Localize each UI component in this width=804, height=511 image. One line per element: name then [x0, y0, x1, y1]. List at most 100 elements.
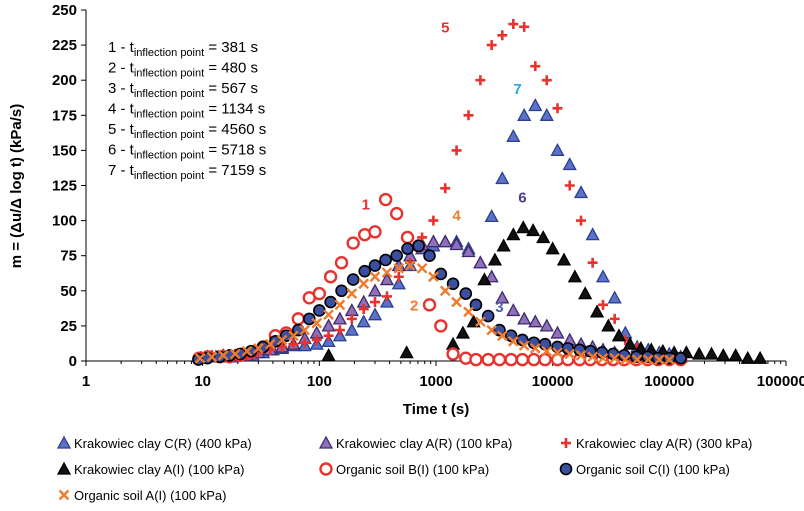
legend-marker	[319, 462, 333, 476]
data-point	[446, 277, 460, 291]
y-tick-label: 50	[60, 283, 77, 300]
data-point	[346, 236, 360, 250]
data-point	[423, 249, 436, 262]
data-point	[518, 340, 530, 351]
data-point	[620, 354, 631, 365]
y-tick-label: 0	[69, 353, 77, 370]
data-point	[704, 346, 719, 360]
data-point	[506, 129, 521, 143]
data-point	[451, 296, 462, 308]
data-point	[567, 269, 582, 283]
x-tick-label: 100000	[644, 373, 694, 390]
data-point	[440, 183, 451, 194]
curve-number-label: 1	[362, 196, 370, 213]
data-point	[252, 343, 264, 354]
data-point	[346, 273, 360, 286]
data-point	[486, 324, 498, 336]
data-point	[504, 329, 518, 343]
data-point	[517, 311, 532, 325]
data-point	[578, 286, 593, 300]
x-tick-label: 1000	[419, 373, 452, 390]
data-point	[381, 267, 393, 278]
data-point	[311, 317, 323, 329]
data-point	[367, 283, 383, 297]
y-ticks: 0 25 50 75 100 125 150 175 200 225 250	[52, 2, 86, 370]
data-point	[506, 303, 521, 317]
data-point	[753, 350, 768, 364]
data-point	[496, 238, 511, 252]
y-tick-label: 200	[52, 72, 77, 89]
data-point	[416, 262, 428, 274]
data-point	[428, 271, 439, 283]
data-point	[358, 278, 370, 290]
data-point	[481, 352, 495, 367]
data-point	[597, 299, 608, 310]
data-point	[434, 319, 448, 333]
legend-item: Organic soil C(I) (100 kPa)	[559, 462, 730, 477]
x-tick-label: 1	[82, 373, 90, 390]
data-point	[495, 171, 510, 185]
data-point	[346, 313, 357, 324]
data-point	[475, 75, 486, 86]
legend-marker	[318, 435, 334, 449]
axes	[85, 10, 786, 362]
data-point	[291, 312, 305, 326]
data-point	[493, 323, 506, 337]
data-point	[229, 348, 241, 360]
x-tick-label: 10000	[532, 373, 574, 390]
data-point	[475, 316, 486, 328]
data-point	[595, 269, 611, 283]
legend-marker	[559, 462, 573, 476]
data-point	[589, 304, 605, 318]
inflection-annotation: 1 - tinflection point = 381 s	[108, 39, 258, 59]
data-point	[528, 314, 543, 328]
data-point	[446, 347, 460, 361]
data-point	[674, 351, 687, 365]
curve-number-label: 6	[518, 189, 526, 206]
data-point	[459, 287, 473, 300]
data-point	[439, 285, 451, 297]
inflection-annotation: 7 - tinflection point = 7159 s	[108, 162, 266, 182]
data-point	[426, 234, 441, 248]
data-point	[302, 312, 316, 326]
data-point	[428, 215, 439, 226]
legend-item: Krakowiec clay C(R) (400 kPa)	[56, 435, 252, 451]
data-point	[288, 339, 299, 350]
data-point	[332, 328, 347, 342]
data-point	[564, 180, 575, 191]
y-tick-label: 150	[52, 142, 77, 159]
data-point	[438, 234, 453, 248]
data-point	[587, 351, 598, 363]
curve-number-label: 5	[441, 19, 449, 36]
data-point	[368, 259, 382, 272]
curve-number-label: 4	[452, 208, 461, 225]
data-point	[530, 61, 541, 72]
data-point	[321, 333, 336, 347]
data-point	[517, 107, 532, 121]
data-point	[545, 241, 560, 255]
data-point	[536, 230, 551, 244]
data-point	[516, 220, 531, 234]
legend-item: Organic soil A(I) (100 kPa)	[58, 488, 226, 503]
data-point	[484, 209, 499, 223]
inflection-annotation: 3 - tinflection point = 567 s	[108, 80, 258, 100]
data-point	[422, 298, 437, 312]
data-point	[631, 354, 643, 365]
data-point	[334, 299, 346, 311]
data-point	[497, 30, 508, 41]
legend-marker	[58, 489, 70, 501]
data-point	[541, 345, 553, 357]
data-point	[663, 354, 675, 365]
data-point	[367, 307, 383, 321]
legend-label: Krakowiec clay A(R) (100 kPa)	[336, 436, 512, 451]
data-point	[486, 40, 497, 51]
data-point	[550, 325, 565, 339]
data-point	[484, 269, 499, 283]
data-point	[585, 227, 600, 241]
legend-marker	[56, 435, 72, 449]
legend-item: Organic soil B(I) (100 kPa)	[319, 462, 489, 477]
inflection-annotation: 5 - tinflection point = 4560 s	[108, 121, 266, 141]
data-point	[369, 271, 381, 283]
data-point	[508, 19, 519, 30]
data-point	[393, 271, 404, 282]
